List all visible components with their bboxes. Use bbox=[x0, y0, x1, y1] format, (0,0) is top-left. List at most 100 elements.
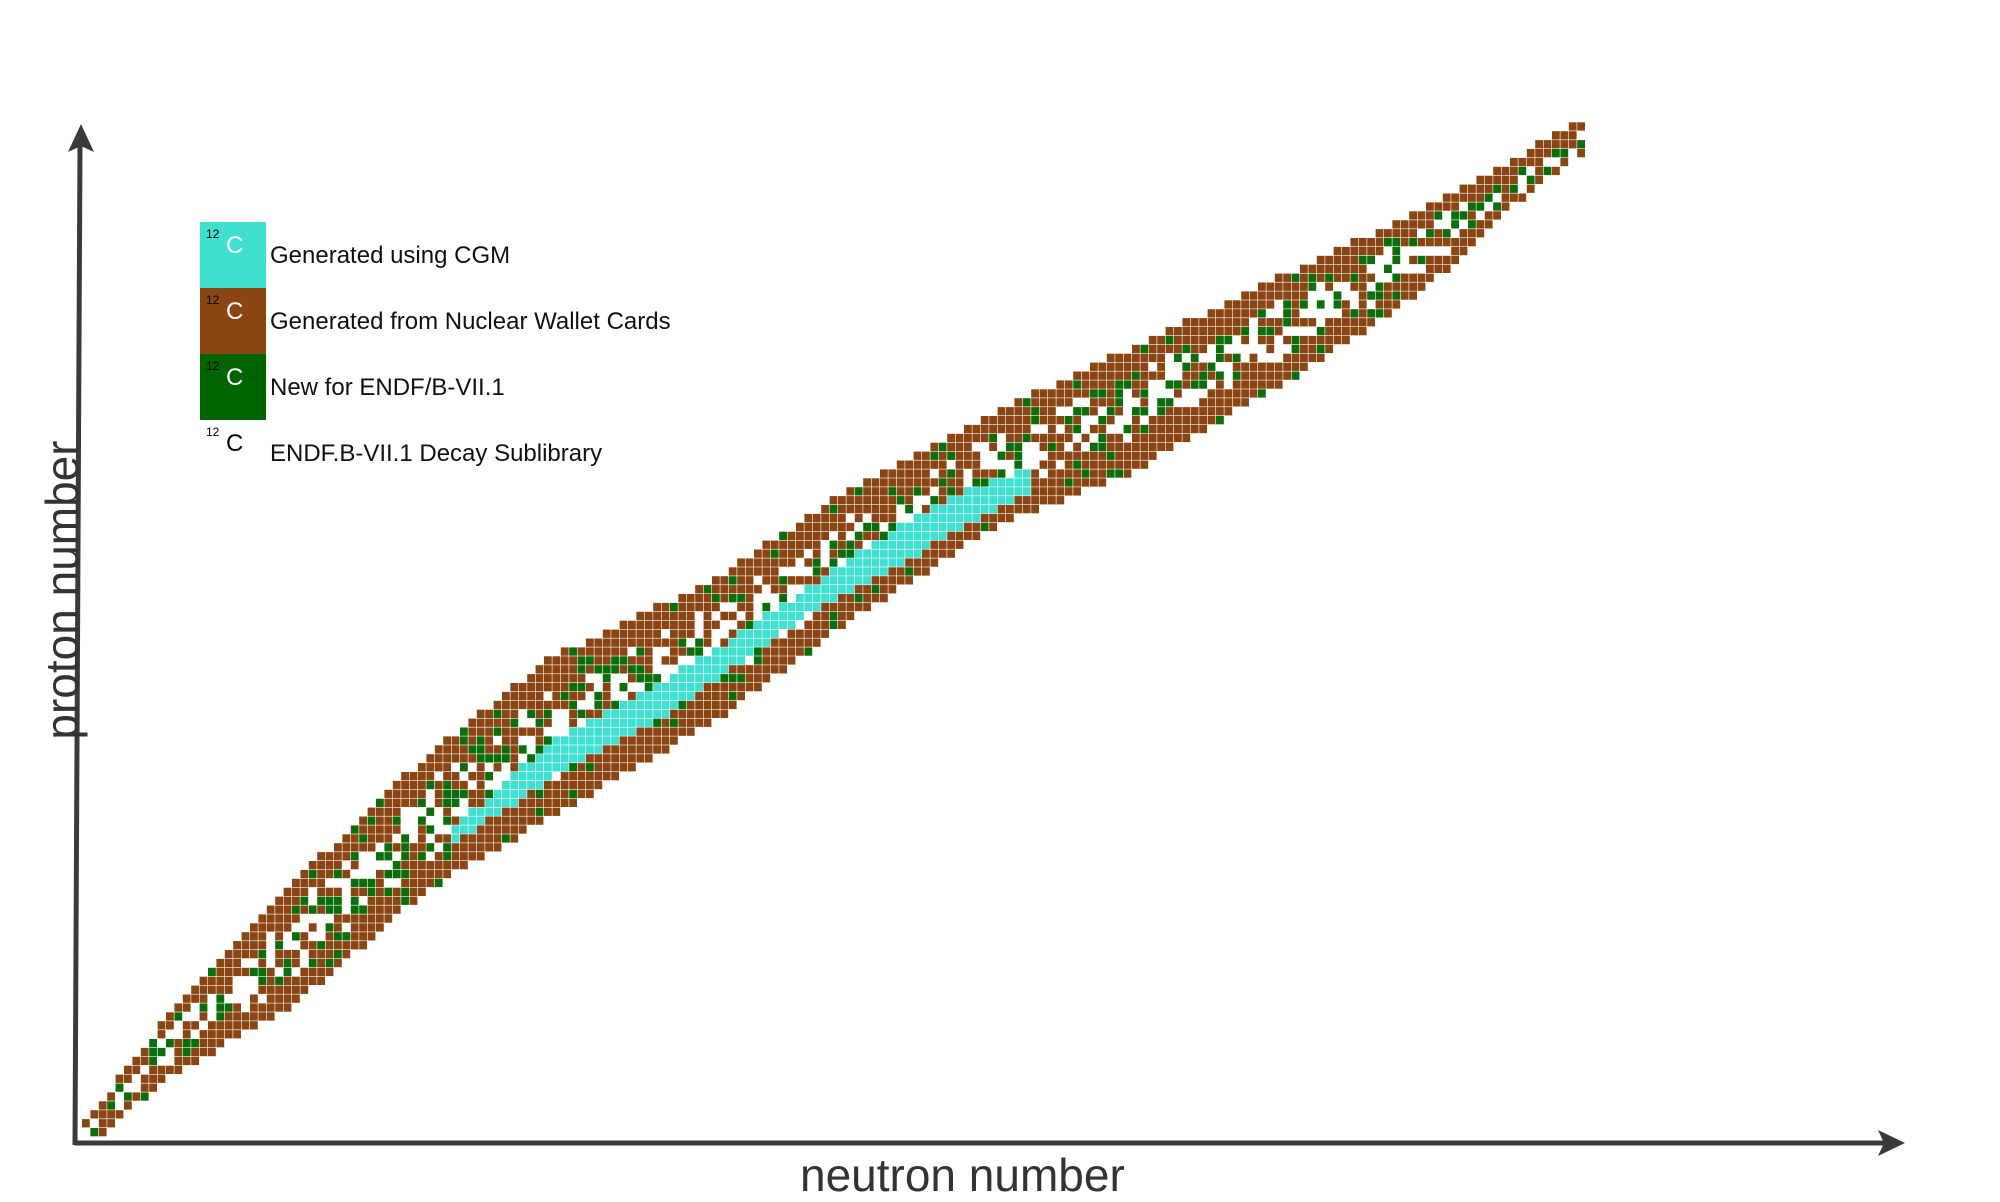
nuclide-cell bbox=[426, 763, 435, 772]
nuclide-cell bbox=[510, 763, 519, 772]
nuclide-cell bbox=[686, 665, 695, 674]
nuclide-cell bbox=[787, 594, 796, 603]
nuclide-cell bbox=[762, 638, 771, 647]
nuclide-cell bbox=[686, 594, 695, 603]
nuclide-cell bbox=[502, 798, 510, 807]
nuclide-cell bbox=[846, 531, 855, 540]
nuclide-cell bbox=[1014, 433, 1023, 443]
nuclide-cell bbox=[712, 656, 720, 665]
nuclide-cell bbox=[661, 602, 670, 612]
nuclide-cell bbox=[972, 505, 981, 514]
nuclide-cell bbox=[502, 745, 510, 754]
nuclide-cell bbox=[485, 736, 493, 745]
nuclide-cell bbox=[443, 825, 451, 834]
nuclide-cell bbox=[560, 683, 569, 692]
nuclide-cell bbox=[1342, 300, 1350, 309]
nuclide-cell bbox=[241, 932, 250, 941]
nuclide-cell bbox=[552, 780, 561, 790]
nuclide-cell bbox=[1048, 389, 1056, 398]
nuclide-cell bbox=[502, 825, 510, 834]
nuclide-cell bbox=[1165, 353, 1174, 362]
nuclide-cell bbox=[401, 789, 409, 799]
nuclide-cell bbox=[535, 772, 544, 781]
nuclide-cell bbox=[754, 683, 762, 692]
nuclide-cell bbox=[1132, 442, 1140, 451]
nuclide-cell bbox=[392, 896, 401, 905]
nuclide-cell bbox=[1123, 424, 1132, 434]
nuclide-cell bbox=[376, 843, 384, 852]
nuclide-cell bbox=[1106, 460, 1115, 469]
nuclide-cell bbox=[812, 558, 821, 567]
nuclide-cell bbox=[754, 665, 762, 674]
nuclide-cell bbox=[964, 469, 972, 478]
nuclide-cell bbox=[1081, 416, 1090, 425]
nuclide-cell bbox=[947, 433, 955, 443]
nuclide-cell bbox=[1316, 255, 1325, 265]
nuclide-cell bbox=[392, 825, 401, 834]
nuclide-cell bbox=[770, 602, 779, 612]
nuclide-cell bbox=[1266, 309, 1275, 318]
nuclide-cell bbox=[1342, 246, 1350, 256]
nuclide-cell bbox=[1367, 282, 1375, 291]
nuclide-cell bbox=[1090, 416, 1098, 425]
nuclide-cell bbox=[1367, 300, 1375, 309]
nuclide-cell bbox=[1535, 149, 1543, 158]
nuclide-cell bbox=[1174, 335, 1182, 345]
nuclide-cell bbox=[409, 789, 418, 799]
nuclide-cell bbox=[1132, 362, 1140, 371]
nuclide-cell bbox=[1148, 451, 1157, 460]
nuclide-cell bbox=[670, 620, 678, 629]
nuclide-cell bbox=[1274, 371, 1283, 380]
nuclide-cell bbox=[1014, 505, 1023, 514]
nuclide-cell bbox=[619, 736, 628, 745]
nuclide-cell bbox=[1241, 371, 1249, 380]
nuclide-cell bbox=[140, 1092, 149, 1101]
nuclide-cell bbox=[1014, 442, 1023, 451]
nuclide-cell bbox=[1232, 318, 1241, 327]
nuclide-cell bbox=[443, 834, 451, 843]
nuclide-cell bbox=[947, 496, 955, 505]
nuclide-cell bbox=[1157, 407, 1165, 416]
nuclide-cell bbox=[955, 433, 964, 443]
nuclide-cell bbox=[1300, 273, 1308, 282]
nuclide-cell bbox=[695, 656, 703, 665]
nuclide-cell bbox=[720, 594, 729, 603]
nuclide-cell bbox=[602, 745, 611, 754]
nuclide-cell bbox=[930, 531, 939, 540]
nuclide-cell bbox=[241, 994, 250, 1003]
nuclide-cell bbox=[174, 1047, 183, 1057]
nuclide-cell bbox=[586, 647, 594, 656]
nuclide-cell bbox=[1182, 327, 1191, 336]
nuclide-cell bbox=[124, 1083, 132, 1092]
nuclide-cell bbox=[854, 602, 863, 612]
nuclide-cell bbox=[485, 763, 493, 772]
nuclide-cell bbox=[493, 798, 502, 807]
nuclide-cell bbox=[1006, 442, 1014, 451]
nuclide-cell bbox=[510, 683, 519, 692]
nuclide-cell bbox=[283, 976, 292, 985]
nuclide-cell bbox=[770, 558, 779, 567]
nuclide-cell bbox=[434, 789, 443, 799]
nuclide-cell bbox=[737, 602, 745, 612]
nuclide-cell bbox=[1123, 362, 1132, 371]
nuclide-cell bbox=[888, 522, 897, 532]
nuclide-cell bbox=[317, 932, 325, 941]
nuclide-cell bbox=[275, 923, 283, 932]
nuclide-cell bbox=[644, 638, 653, 647]
nuclide-cell bbox=[611, 754, 619, 763]
nuclide-cell bbox=[880, 478, 888, 487]
nuclide-cell bbox=[1216, 318, 1224, 327]
nuclide-cell bbox=[720, 674, 729, 683]
nuclide-cell bbox=[964, 487, 972, 496]
nuclide-cell bbox=[401, 807, 409, 816]
nuclide-cell bbox=[854, 487, 863, 496]
nuclide-cell bbox=[544, 745, 552, 754]
nuclide-cell bbox=[1434, 202, 1443, 211]
nuclide-cell bbox=[476, 763, 485, 772]
nuclide-cell bbox=[1459, 229, 1468, 238]
nuclide-cell bbox=[905, 478, 913, 487]
nuclide-cell bbox=[947, 451, 955, 460]
nuclide-cell bbox=[392, 905, 401, 914]
nuclide-cell bbox=[1048, 398, 1056, 407]
